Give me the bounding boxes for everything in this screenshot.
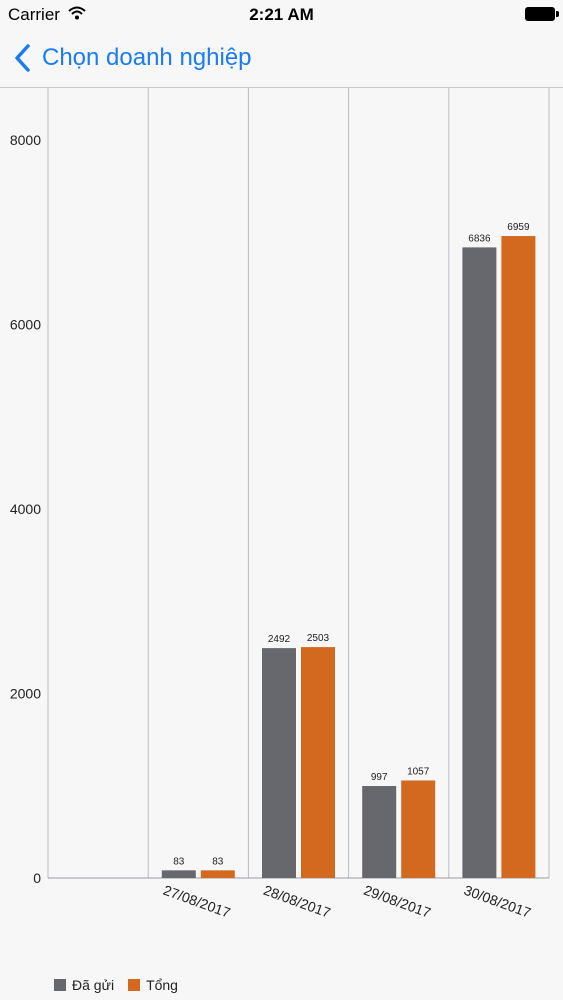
bar bbox=[161, 870, 196, 878]
data-label: 2492 bbox=[268, 634, 291, 645]
y-tick-label: 8000 bbox=[10, 132, 41, 148]
bar bbox=[200, 870, 235, 878]
back-button[interactable]: Chọn doanh nghiệp bbox=[12, 40, 252, 76]
x-tick-label: 30/08/2017 bbox=[462, 882, 534, 921]
bar bbox=[401, 780, 436, 878]
legend-item: Tổng bbox=[128, 977, 178, 993]
navigation-bar: Chọn doanh nghiệp bbox=[0, 30, 563, 88]
bar bbox=[501, 236, 536, 879]
data-label: 83 bbox=[212, 856, 224, 867]
carrier-label: Carrier bbox=[8, 5, 60, 24]
legend-swatch bbox=[128, 979, 141, 991]
data-label: 6836 bbox=[468, 233, 491, 244]
chevron-left-icon bbox=[15, 44, 30, 72]
data-label: 997 bbox=[371, 772, 388, 783]
status-bar: Carrier 2:21 AM bbox=[0, 0, 563, 30]
bar-chart: 0 2000 4000 6000 8000 83 83 27/08/2017 2492 2503 2… bbox=[0, 88, 563, 988]
data-label: 2503 bbox=[307, 633, 330, 644]
legend-swatch bbox=[54, 979, 66, 991]
bar bbox=[462, 247, 497, 878]
back-button-label: Chọn doanh nghiệp bbox=[42, 44, 252, 71]
legend-label: Đã gửi bbox=[72, 977, 115, 993]
wifi-icon bbox=[68, 6, 86, 20]
x-tick-label: 28/08/2017 bbox=[261, 882, 333, 921]
bar bbox=[262, 648, 296, 878]
y-tick-label: 2000 bbox=[10, 686, 41, 702]
x-tick-label: 29/08/2017 bbox=[362, 882, 434, 921]
y-tick-label: 6000 bbox=[10, 317, 41, 333]
legend-item: Đã gửi bbox=[54, 977, 114, 993]
battery-icon bbox=[525, 7, 559, 21]
chart-legend: Đã gửi Tổng bbox=[54, 975, 192, 995]
bar bbox=[301, 647, 335, 878]
chart-svg: 0 2000 4000 6000 8000 83 83 27/08/2017 2492 2503 2… bbox=[10, 88, 550, 921]
y-tick-label: 4000 bbox=[10, 501, 41, 517]
data-label: 83 bbox=[173, 856, 185, 867]
legend-label: Tổng bbox=[146, 977, 178, 993]
data-label: 1057 bbox=[407, 766, 430, 777]
data-label: 6959 bbox=[507, 222, 530, 233]
bar bbox=[362, 786, 397, 878]
y-tick-label: 0 bbox=[33, 870, 41, 886]
status-time: 2:21 AM bbox=[249, 5, 314, 24]
x-tick-label: 27/08/2017 bbox=[161, 882, 233, 921]
